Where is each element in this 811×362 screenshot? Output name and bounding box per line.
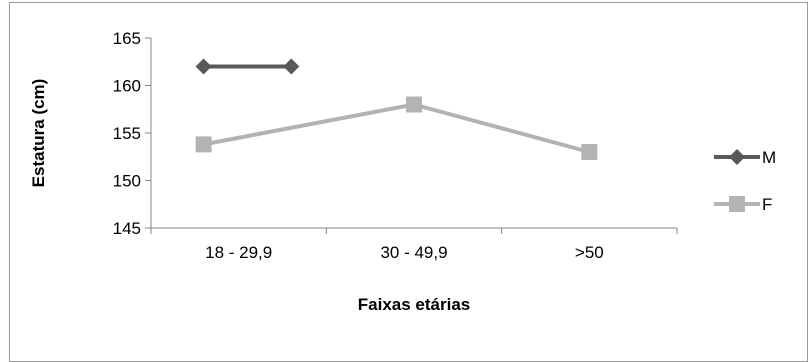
- y-tick-label: 160: [113, 77, 141, 96]
- data-point: [195, 136, 212, 153]
- y-axis-title: Estatura (cm): [29, 79, 48, 188]
- y-tick-label: 150: [113, 172, 141, 191]
- legend-marker: [729, 196, 745, 212]
- series-layer: [195, 58, 598, 160]
- data-point: [406, 96, 422, 113]
- data-point: [195, 58, 212, 75]
- y-tick-label: 165: [113, 29, 141, 48]
- legend-label: M: [762, 148, 776, 167]
- legend-item: F: [714, 195, 772, 214]
- x-tick-label: >50: [575, 243, 604, 262]
- series-line: [203, 102, 590, 154]
- chart-frame: [9, 2, 808, 362]
- x-tick-label: 30 - 49,9: [380, 243, 447, 262]
- series-F: [195, 96, 598, 160]
- series-M: [195, 58, 300, 75]
- legend-item: M: [714, 148, 776, 167]
- axes: 145 150 155 160 165 18 - 29,9 30 - 49,9 >50: [113, 29, 678, 262]
- x-axis-title: Faixas etárias: [358, 295, 470, 314]
- y-tick-label: 145: [113, 219, 141, 238]
- data-point: [283, 58, 300, 75]
- legend-marker: [729, 149, 745, 165]
- y-tick-label: 155: [113, 124, 141, 143]
- x-tick-label: 18 - 29,9: [205, 243, 272, 262]
- data-point: [581, 144, 598, 160]
- legend-label: F: [762, 195, 772, 214]
- legend: MF: [714, 148, 776, 214]
